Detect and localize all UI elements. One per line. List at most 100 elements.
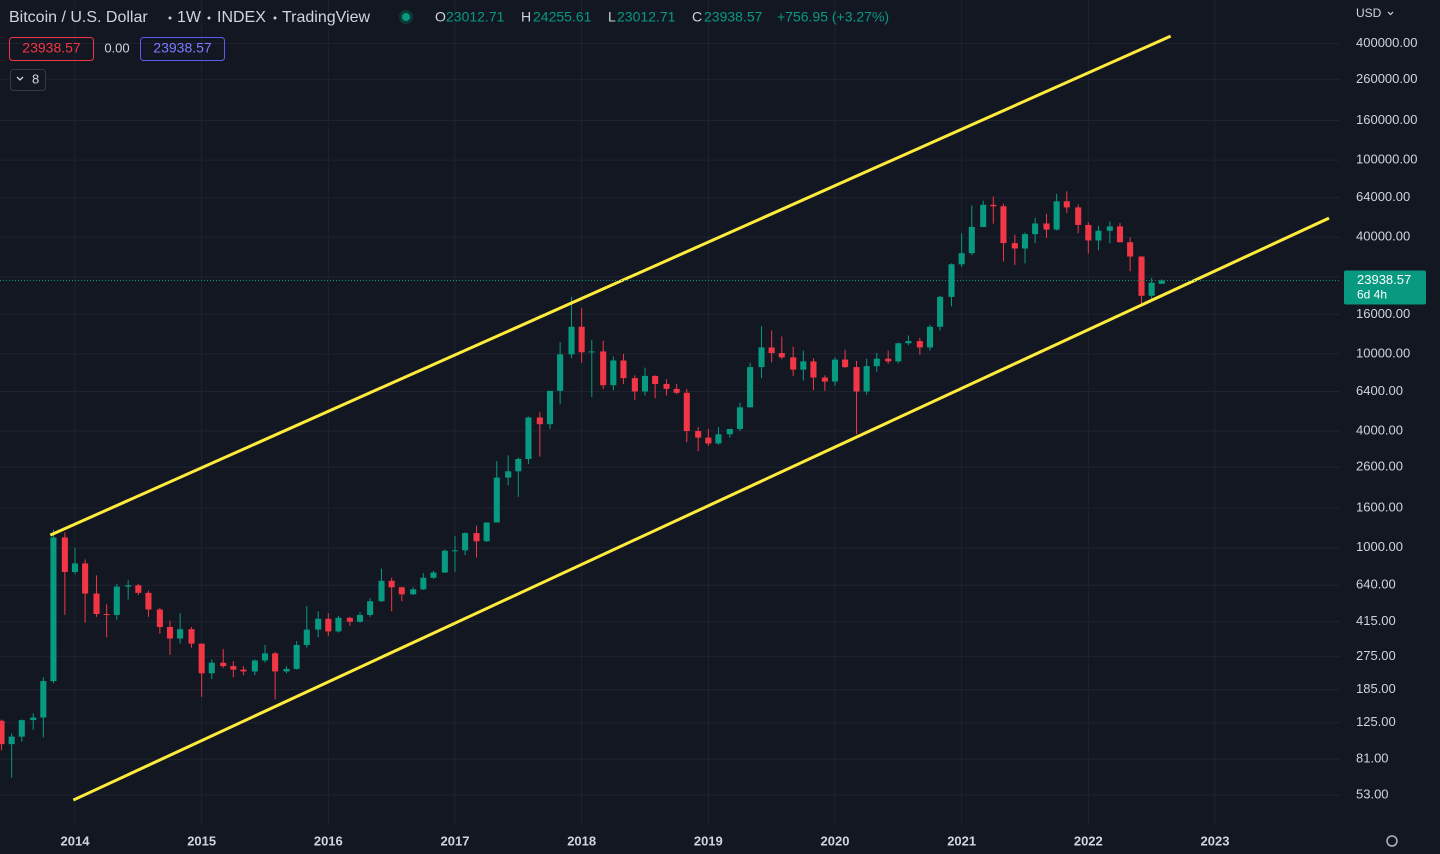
candle-body: [30, 717, 37, 721]
candle-body: [1106, 226, 1113, 231]
candle-body: [810, 361, 817, 378]
separator: [207, 16, 211, 20]
candle-body: [145, 592, 152, 610]
low-value: 23012.71: [617, 9, 676, 25]
candle-body: [315, 618, 322, 630]
open-value: 23012.71: [446, 9, 505, 25]
candle-body: [240, 669, 247, 672]
y-tick-label: 1600.00: [1356, 500, 1403, 515]
candle-body: [367, 601, 374, 615]
candle-body: [1053, 201, 1060, 230]
separator: [168, 16, 172, 20]
candle-body: [82, 563, 89, 594]
candle-body: [420, 577, 427, 590]
y-tick-label: 53.00: [1356, 786, 1389, 801]
x-tick-label: 2020: [821, 833, 850, 848]
candle-body: [293, 644, 300, 669]
plot-area: [0, 34, 1340, 802]
candle-body: [715, 434, 722, 444]
candle-body: [0, 720, 5, 745]
candle-body: [758, 347, 765, 368]
x-tick-label: 2023: [1201, 833, 1230, 848]
market-status-dot: [402, 13, 410, 21]
currency[interactable]: USD: [1356, 6, 1382, 20]
candle-body: [790, 357, 797, 370]
candle-body: [505, 471, 512, 478]
high-label: H: [521, 9, 531, 25]
candle-body: [441, 550, 448, 573]
close-label: C: [692, 9, 702, 25]
y-tick-label: 400000.00: [1356, 35, 1417, 50]
candle-body: [990, 204, 997, 207]
countdown: 6d 4h: [1357, 288, 1387, 302]
candle-body: [166, 626, 174, 639]
interval[interactable]: 1W: [177, 9, 202, 26]
x-tick-label: 2016: [314, 833, 343, 848]
candle-body: [536, 417, 543, 425]
y-tick-label: 160000.00: [1356, 112, 1417, 127]
candle-body: [853, 367, 860, 392]
indicators-toggle[interactable]: [10, 69, 46, 91]
candle-body: [916, 341, 923, 348]
candle-body: [1011, 243, 1018, 249]
candle-body: [462, 533, 469, 551]
candle-body: [283, 668, 290, 672]
settings-icon[interactable]: [1386, 835, 1398, 847]
candle-body: [473, 533, 480, 542]
candle-body: [673, 388, 680, 393]
candle-body: [93, 593, 100, 615]
candle-body: [1116, 226, 1124, 243]
candle-body: [726, 428, 733, 435]
source: TradingView: [282, 9, 370, 26]
candle-body: [388, 580, 395, 588]
candle-body: [18, 720, 25, 737]
change: +756.95 (+3.27%): [777, 9, 889, 25]
open-label: O: [435, 9, 446, 25]
candle-body: [356, 614, 364, 622]
candle-body: [1000, 206, 1007, 244]
chevron: [16, 76, 24, 81]
candle-body: [125, 585, 132, 587]
y-tick-label: 2600.00: [1356, 459, 1403, 474]
y-tick-label: 64000.00: [1356, 189, 1410, 204]
x-tick-label: 2019: [694, 833, 723, 848]
candle-body: [863, 366, 870, 392]
candle-body: [1085, 224, 1092, 241]
y-tick-label: 185.00: [1356, 681, 1396, 696]
x-tick-label: 2021: [947, 833, 976, 848]
candle-body: [588, 351, 595, 353]
candle-body: [103, 614, 110, 616]
candle-body: [663, 383, 670, 389]
candle-body: [113, 586, 120, 615]
buy-button[interactable]: [140, 37, 225, 61]
symbol: Bitcoin / U.S. Dollar: [9, 9, 148, 26]
y-tick-label: 10000.00: [1356, 345, 1410, 360]
y-tick-label: 4000.00: [1356, 422, 1403, 437]
candle-body: [557, 354, 564, 391]
candle-body: [546, 390, 554, 425]
candle-body: [156, 609, 163, 627]
candle-body: [705, 437, 712, 444]
sell-price: 23938.57: [22, 40, 81, 56]
y-tick-label: 275.00: [1356, 648, 1396, 663]
y-tick-label: 640.00: [1356, 577, 1396, 592]
x-tick-label: 2014: [61, 833, 91, 848]
candle-body: [1043, 223, 1050, 230]
candle-body: [631, 378, 638, 392]
y-tick-label: 415.00: [1356, 613, 1396, 628]
candle-body: [398, 587, 405, 595]
candle-body: [578, 326, 585, 353]
exchange: INDEX: [217, 9, 266, 26]
price-label: 23938.57: [1357, 272, 1411, 287]
candle-body: [1063, 201, 1070, 208]
candle-body: [325, 618, 332, 632]
candle-body: [378, 580, 385, 602]
candle-body: [768, 347, 775, 354]
buy-price: 23938.57: [153, 40, 212, 56]
x-tick-label: 2015: [187, 833, 216, 848]
candle-body: [208, 662, 215, 674]
candle-body: [251, 660, 258, 672]
y-tick-label: 1000.00: [1356, 539, 1403, 554]
sell-button[interactable]: [9, 37, 94, 61]
candle-body: [958, 253, 965, 265]
